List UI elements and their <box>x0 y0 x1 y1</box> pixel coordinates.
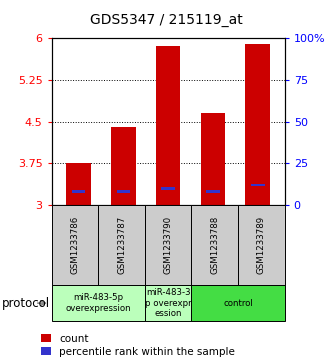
Bar <box>145 205 191 285</box>
Legend: count, percentile rank within the sample: count, percentile rank within the sample <box>40 333 236 358</box>
Text: GDS5347 / 215119_at: GDS5347 / 215119_at <box>90 13 243 27</box>
Bar <box>245 44 270 205</box>
Bar <box>72 191 85 193</box>
Bar <box>251 184 265 186</box>
Bar <box>66 163 91 205</box>
Text: GSM1233790: GSM1233790 <box>164 216 173 274</box>
Text: GSM1233787: GSM1233787 <box>117 216 126 274</box>
Text: miR-483-5p
overexpression: miR-483-5p overexpression <box>65 293 131 313</box>
Text: miR-483-3
p overexpr
ession: miR-483-3 p overexpr ession <box>145 288 191 318</box>
Bar <box>191 205 238 285</box>
Bar <box>156 46 180 205</box>
Bar <box>117 191 130 193</box>
Text: GSM1233789: GSM1233789 <box>257 216 266 274</box>
Bar <box>191 285 285 321</box>
Text: control: control <box>223 299 253 307</box>
Bar <box>162 187 175 189</box>
Bar <box>145 285 191 321</box>
Bar <box>98 205 145 285</box>
Bar <box>52 205 98 285</box>
Bar <box>206 191 220 193</box>
Bar <box>238 205 285 285</box>
Bar <box>111 127 136 205</box>
Text: protocol: protocol <box>2 297 50 310</box>
Text: GSM1233788: GSM1233788 <box>210 216 219 274</box>
Bar <box>201 113 225 205</box>
Text: GSM1233786: GSM1233786 <box>70 216 80 274</box>
Bar <box>52 285 145 321</box>
